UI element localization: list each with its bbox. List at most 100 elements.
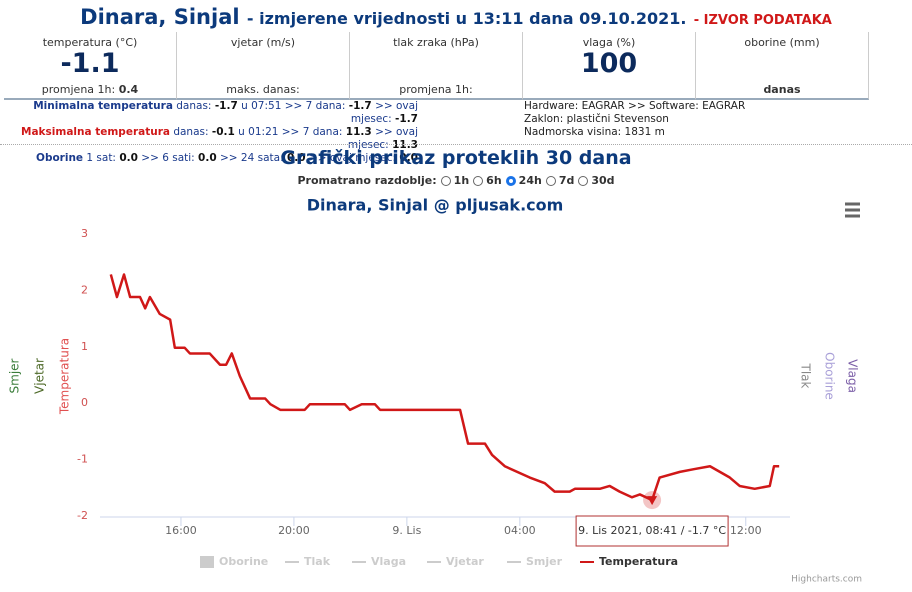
legend-item[interactable]: Vjetar	[446, 555, 484, 568]
y-tick-label: 3	[81, 227, 88, 240]
stat-value: -0.1	[211, 126, 235, 138]
stat-label: Maksimalna temperatura	[21, 126, 170, 138]
section-title: Grafički prikaz proteklih 30 dana	[0, 144, 912, 169]
y-tick-label: 0	[81, 396, 88, 409]
legend-symbol[interactable]	[200, 556, 214, 568]
box-note: danas	[696, 83, 868, 96]
stat-value: 0.0	[286, 152, 306, 164]
period-label: Promatrano razdoblje:	[297, 174, 437, 187]
stat-text: >> ovaj mjesec:	[347, 126, 418, 151]
note-label: maks. danas:	[226, 83, 300, 96]
y-tick-label: -2	[77, 509, 88, 522]
period-selector: Promatrano razdoblje: 1h 6h 24h 7d 30d	[0, 174, 912, 187]
stat-text: 1 sat:	[86, 152, 116, 164]
axis-title: Oborine	[823, 352, 837, 400]
stat-value: 11.3	[392, 139, 418, 151]
subtitle: - izmjerene vrijednosti u 13:11 dana 09.…	[246, 9, 687, 28]
stat-label: Minimalna temperatura	[33, 100, 173, 112]
tooltip-box	[575, 515, 729, 547]
hover-marker	[647, 496, 658, 506]
box-note: maks. danas:	[177, 83, 349, 96]
line	[109, 273, 780, 502]
header: Dinara, Sinjal - izmjerene vrijednosti u…	[0, 5, 912, 29]
menu-button[interactable]	[845, 202, 860, 218]
axis-title: Vlaga	[846, 359, 860, 393]
source-link[interactable]: - IZVOR PODATAKA	[693, 13, 832, 28]
legend-item[interactable]: Tlak	[304, 555, 331, 568]
box-value: 100	[580, 48, 638, 79]
stat-line: Oborine 1 sat: 0.0 >> 6 sati: 0.0 >> 24 …	[0, 152, 418, 165]
box-label: temperatura (°C)	[42, 36, 138, 49]
y-tick-label: 1	[81, 340, 88, 353]
y-tick-label: 2	[81, 283, 88, 296]
box-value: -1.1	[60, 48, 120, 79]
stat-box: oborine (mm) danas	[696, 32, 869, 100]
tooltip-text: 9. Lis 2021, 08:41 / -1.7 °C	[578, 524, 726, 537]
stat-label: Oborine	[36, 152, 84, 164]
stat-text: danas:	[173, 126, 209, 138]
option-text[interactable]: 7d	[558, 174, 575, 187]
option-text[interactable]: 1h	[453, 174, 470, 187]
period-option[interactable]: 24h	[502, 174, 542, 187]
stat-text: danas:	[176, 100, 212, 112]
note-value: danas	[763, 83, 801, 96]
legend-item[interactable]: Temperatura	[599, 555, 678, 568]
stat-line: Minimalna temperatura danas: -1.7 u 07:5…	[0, 100, 418, 126]
x-tick-label: 9. Lis	[392, 524, 421, 537]
period-option[interactable]: 7d	[542, 174, 575, 187]
box-label: tlak zraka (hPa)	[393, 36, 479, 49]
stat-text: >> 6 sati:	[141, 152, 195, 164]
period-option[interactable]: 6h	[469, 174, 502, 187]
radio[interactable]	[473, 176, 484, 186]
info-line: Zaklon: plastični Stevenson	[524, 113, 669, 125]
box-label: vjetar (m/s)	[230, 36, 296, 49]
x-tick-label: 12:00	[730, 524, 762, 537]
stats: Minimalna temperatura danas: -1.7 u 07:5…	[0, 100, 418, 165]
note-label: promjena 1h:	[399, 83, 473, 96]
box-note: promjena 1h:	[350, 83, 522, 96]
option-text[interactable]: 6h	[486, 174, 502, 187]
option-text[interactable]: 30d	[591, 174, 615, 187]
axis-title: Temperatura	[58, 338, 72, 415]
stat-box: tlak zraka (hPa) promjena 1h:	[350, 32, 523, 100]
info-line: Nadmorska visina: 1831 m	[524, 126, 665, 138]
box-label: oborine (mm)	[744, 36, 820, 49]
stat-value: 0.0	[198, 152, 217, 164]
stat-text: u 01:21 >> 7 dana:	[238, 126, 343, 138]
legend-item[interactable]: Vlaga	[371, 555, 406, 568]
option-text[interactable]: 24h	[518, 174, 542, 187]
legend-item[interactable]: Smjer	[526, 555, 563, 568]
x-tick-label: 16:00	[165, 524, 197, 537]
credits[interactable]: Highcharts.com	[791, 575, 862, 585]
station-info: Hardware: EAGRAR >> Software: EAGRAR Zakl…	[524, 100, 745, 139]
radio[interactable]	[545, 176, 556, 186]
stat-value: 11.3	[345, 126, 372, 138]
radio[interactable]	[505, 176, 516, 186]
stat-text: u 07:51 >> 7 dana:	[241, 100, 346, 112]
info-line: Hardware: EAGRAR >> Software: EAGRAR	[524, 100, 746, 112]
axis-title: Tlak	[799, 363, 813, 389]
station: Dinara, Sinjal	[80, 5, 240, 29]
axis-title: Smjer	[8, 358, 22, 393]
chart-title: Dinara, Sinjal @ pljusak.com	[307, 196, 564, 215]
note-label: promjena 1h:	[41, 83, 116, 96]
period-option[interactable]: 1h	[437, 174, 470, 187]
stat-text: >> ovaj mjesec:	[350, 100, 418, 125]
stat-box: vjetar (m/s) maks. danas:	[177, 32, 350, 100]
period-option[interactable]: 30d	[574, 174, 615, 187]
radio[interactable]	[440, 176, 451, 186]
stat-value: -1.7	[348, 100, 372, 112]
legend-item[interactable]: Oborine	[219, 555, 268, 568]
box-label: vlaga (%)	[582, 36, 636, 49]
stat-text: >> 24 sata:	[220, 152, 284, 164]
stat-value: -1.7	[395, 113, 418, 125]
x-tick-label: 20:00	[278, 524, 310, 537]
stat-value: 0.0	[119, 152, 138, 164]
y-tick-label: -1	[77, 453, 88, 466]
stat-line: Maksimalna temperatura danas: -0.1 u 01:…	[0, 126, 418, 152]
note-value: 0.4	[118, 83, 139, 96]
radio[interactable]	[578, 176, 589, 186]
stat-box: vlaga (%) 100	[523, 32, 696, 100]
